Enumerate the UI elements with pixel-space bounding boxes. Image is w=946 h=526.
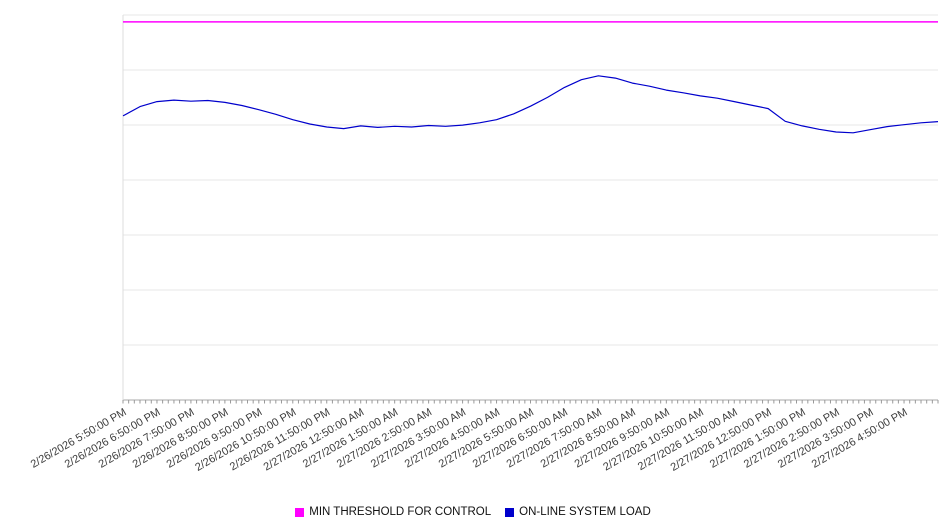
legend-item-system-load: ON-LINE SYSTEM LOAD — [505, 506, 651, 518]
system-load-line — [122, 75, 939, 134]
chart-canvas: 2/26/2026 5:50:00 PM2/26/2026 6:50:00 PM… — [29, 14, 939, 474]
legend-swatch-system-load-icon — [505, 507, 515, 517]
chart-legend: MIN THRESHOLD FOR CONTROL ON-LINE SYSTEM… — [0, 506, 946, 518]
legend-label-min-threshold: MIN THRESHOLD FOR CONTROL — [309, 506, 492, 518]
x-axis-ticks — [122, 400, 939, 404]
legend-item-min-threshold: MIN THRESHOLD FOR CONTROL — [295, 506, 491, 518]
legend-swatch-min-threshold-icon — [295, 507, 305, 517]
x-axis-labels: 2/26/2026 5:50:00 PM2/26/2026 6:50:00 PM… — [29, 406, 910, 474]
gridlines — [123, 14, 938, 401]
legend-label-system-load: ON-LINE SYSTEM LOAD — [519, 506, 651, 518]
